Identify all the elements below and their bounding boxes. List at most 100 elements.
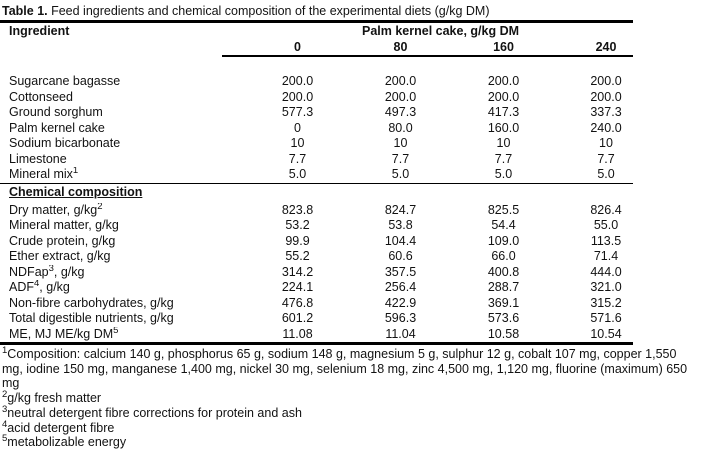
spacer-row [0, 56, 633, 74]
value-cell: 573.6 [487, 311, 520, 325]
value-cell: 10.54 [590, 326, 622, 341]
empty-header-cell [0, 39, 222, 56]
row-label: Dry matter, g/kg2 [0, 203, 222, 219]
value-cell: 357.5 [384, 264, 417, 279]
row-label-text: Sugarcane bagasse [9, 74, 121, 88]
row-label-text: Crude protein, g/kg [9, 233, 116, 248]
table-row: Sugarcane bagasse 200.0 200.0 200.0 200.0 [0, 74, 633, 90]
value-cell: 109.0 [487, 233, 520, 248]
value-cell: 53.8 [388, 218, 413, 232]
table-row: Crude protein, g/kg 99.9 104.4 109.0 113.5 [0, 234, 633, 250]
footnote-text: g/kg fresh matter [7, 391, 102, 406]
table-row: NDFap3, g/kg 314.2 357.5 400.8 444.0 [0, 265, 633, 281]
row-label-text: Mineral matter, g/kg [9, 218, 119, 232]
footnote-marker: 1 [72, 167, 79, 176]
value-cell: 7.7 [597, 151, 615, 166]
footnote: 5metabolizable energy [2, 433, 690, 450]
level-header-80: 80 [325, 39, 428, 57]
table-row: Mineral mix1 5.0 5.0 5.0 5.0 [0, 167, 633, 183]
table-caption-label: Table 1. [2, 4, 48, 18]
value-cell: 200.0 [384, 89, 417, 104]
table-row: Dry matter, g/kg2 823.8 824.7 825.5 826.4 [0, 203, 633, 219]
value-cell: 113.5 [590, 233, 622, 248]
value-cell: 10 [393, 136, 408, 150]
footnote-text: acid detergent fibre [7, 420, 115, 435]
row-label-text: Dry matter, g/kg [9, 202, 98, 217]
table-row: Cottonseed 200.0 200.0 200.0 200.0 [0, 90, 633, 106]
table-row: Palm kernel cake 0 80.0 160.0 240.0 [0, 121, 633, 137]
row-label: Limestone [0, 152, 222, 168]
row-label-text: Mineral mix [9, 167, 73, 181]
row-label: Sugarcane bagasse [0, 74, 222, 90]
value-cell: 596.3 [384, 311, 417, 325]
value-cell: 256.4 [384, 280, 417, 294]
table-row: Non-fibre carbohydrates, g/kg 476.8 422.9 3… [0, 296, 633, 312]
value-cell: 337.3 [590, 105, 622, 119]
value-cell: 99.9 [285, 233, 310, 248]
value-cell: 54.4 [491, 218, 516, 232]
value-cell: 571.6 [590, 311, 622, 325]
value-cell: 10 [290, 136, 305, 150]
table-row: Limestone 7.7 7.7 7.7 7.7 [0, 152, 633, 168]
section-header-cell: Chemical composition [0, 182, 634, 203]
row-label: Palm kernel cake [0, 121, 222, 137]
row-label-text: Ground sorghum [9, 105, 103, 119]
value-cell: 53.2 [285, 218, 310, 232]
ingredients-section: Sugarcane bagasse 200.0 200.0 200.0 200.0 Cot… [0, 74, 633, 183]
value-cell: 825.5 [487, 202, 520, 217]
table-row: Mineral matter, g/kg 53.2 53.8 54.4 55.0 [0, 218, 633, 234]
level-header-0: 0 [222, 39, 325, 57]
footnote: 2g/kg fresh matter [2, 390, 690, 406]
table-top-rule [0, 20, 633, 23]
footnote-marker: 5 [2, 433, 8, 445]
row-label-text: ADF [9, 280, 34, 294]
value-cell: 200.0 [590, 74, 622, 88]
table-row: ADF4, g/kg 224.1 256.4 288.7 321.0 [0, 280, 633, 296]
row-label-text: Palm kernel cake [9, 120, 105, 135]
composition-section: Dry matter, g/kg2 823.8 824.7 825.5 826.4 Min… [0, 203, 633, 343]
value-cell: 826.4 [590, 202, 622, 217]
value-cell: 55.0 [593, 218, 619, 232]
table-bottom-rule [0, 342, 633, 345]
level-header-240: 240 [531, 39, 634, 57]
value-cell: 369.1 [487, 295, 520, 310]
value-cell: 315.2 [590, 295, 622, 310]
header-row-1: Ingredient Palm kernel cake, g/kg DM [0, 23, 633, 39]
value-cell: 71.4 [593, 249, 619, 263]
value-cell: 55.2 [285, 249, 310, 263]
value-cell: 10.58 [487, 326, 520, 341]
value-cell: 224.1 [281, 280, 314, 294]
table-caption: Table 1. Feed ingredients and chemical c… [0, 0, 706, 20]
value-cell: 400.8 [487, 264, 520, 279]
value-cell: 288.7 [487, 280, 520, 294]
row-label: Ether extract, g/kg [0, 249, 222, 265]
value-cell: 200.0 [384, 74, 417, 88]
row-label: Mineral matter, g/kg [0, 218, 222, 234]
footnote-marker: 3 [48, 264, 54, 274]
row-label: ADF4, g/kg [0, 280, 222, 296]
row-label: ME, MJ ME/kg DM5 [0, 327, 222, 343]
row-label-text: Non-fibre carbohydrates, g/kg [9, 295, 174, 310]
footnote-marker: 4 [2, 418, 8, 430]
footnote-text: Composition: calcium 140 g, phosphorus 6… [2, 347, 688, 391]
section-header-row: Chemical composition [0, 182, 634, 203]
table-caption-text: Feed ingredients and chemical compositio… [47, 4, 490, 18]
diet-composition-table: Ingredient Palm kernel cake, g/kg DM 0 8… [0, 23, 634, 343]
row-label: NDFap3, g/kg [0, 265, 222, 281]
value-cell: 240.0 [590, 120, 622, 135]
footnote: 1Composition: calcium 140 g, phosphorus … [2, 346, 690, 391]
value-cell: 80.0 [388, 120, 413, 135]
value-cell: 200.0 [281, 74, 314, 88]
value-cell: 7.7 [391, 151, 410, 166]
value-cell: 823.8 [281, 202, 314, 217]
row-label-text: , g/kg [39, 280, 70, 294]
value-cell: 10 [496, 136, 511, 150]
footnote-text: neutral detergent fibre corrections for … [7, 405, 302, 420]
footnote-marker: 3 [2, 403, 8, 415]
value-cell: 60.6 [388, 249, 413, 263]
row-label: Sodium bicarbonate [0, 136, 222, 152]
section-header-text: Chemical composition [9, 185, 143, 200]
value-cell: 5.0 [391, 167, 410, 181]
row-label: Cottonseed [0, 90, 222, 106]
